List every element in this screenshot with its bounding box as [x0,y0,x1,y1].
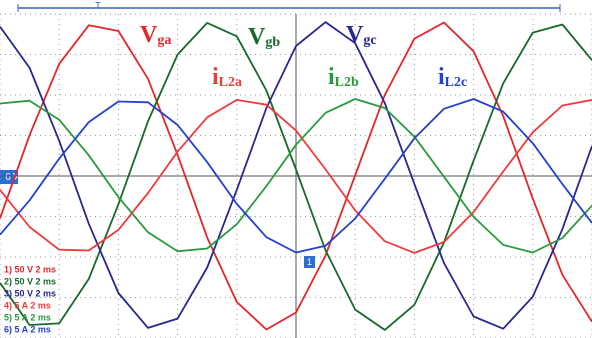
cursor-label: 1 [307,257,312,267]
channel-setting: 4) 5 A 2 ms [4,300,51,310]
channel-setting: 2) 50 V 2 ms [4,276,56,286]
channel-setting: 1) 50 V 2 ms [4,264,56,274]
scope-screen: T 6 VgaVgbVgciL2aiL2biL2c1) 50 V 2 ms2) … [0,0,592,338]
channel-setting: 6) 5 A 2 ms [4,324,51,334]
trigger-label: T [95,0,101,10]
ground-marker: 6 [5,172,11,183]
channel-setting: 5) 5 A 2 ms [4,312,51,322]
channel-setting: 3) 50 V 2 ms [4,288,56,298]
